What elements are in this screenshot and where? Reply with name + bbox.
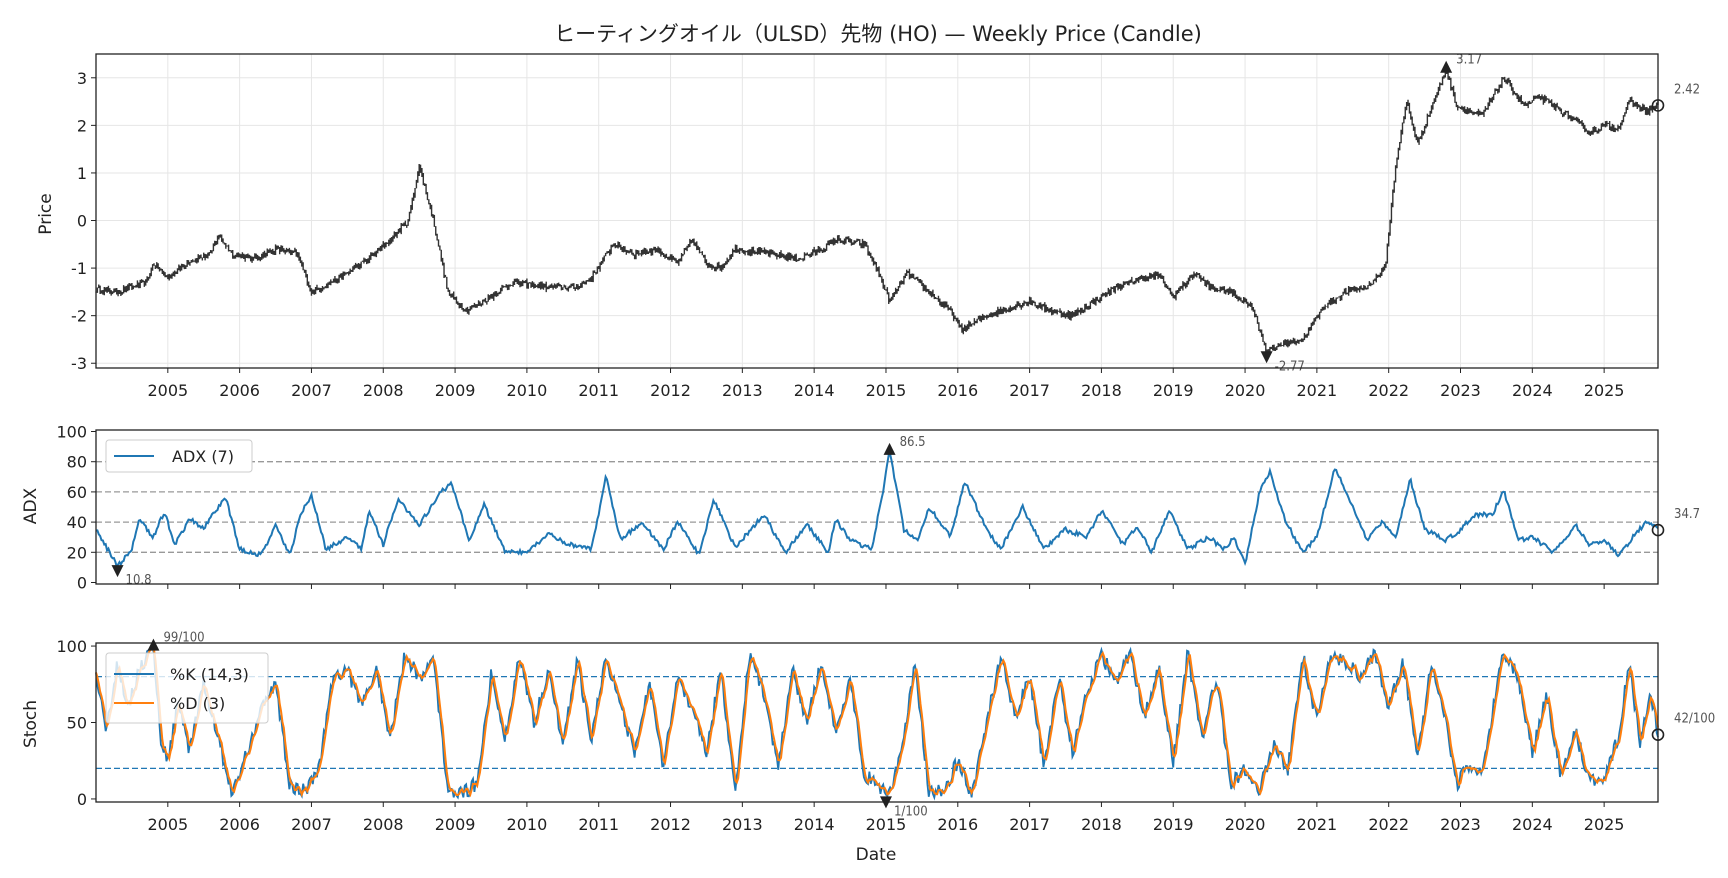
y-tick-label: 100 — [56, 423, 87, 442]
date-axis-label: Date — [856, 845, 897, 865]
x-tick-label: 2017 — [1009, 381, 1050, 400]
max-label: 3.17 — [1456, 53, 1482, 68]
x-tick-label: 2010 — [507, 815, 548, 834]
x-tick-label: 2009 — [435, 381, 476, 400]
adx-panel: 0 20 40 60 80 100 86.5 10.8 34.7 ADX (7) — [56, 423, 1700, 593]
x-tick-label: 2018 — [1081, 815, 1122, 834]
y-tick-label: 50 — [67, 714, 87, 733]
x-tick-label: 2012 — [650, 815, 691, 834]
x-tick-label: 2020 — [1225, 815, 1266, 834]
x-tick-label: 2016 — [937, 381, 978, 400]
x-tick-label: 2015 — [866, 381, 907, 400]
legend-box — [105, 652, 269, 724]
y-tick-label: 2 — [77, 116, 87, 135]
stoch-panel: 0 50 100 2005 2006 2007 2008 2009 2010 2011 2012 20… — [56, 631, 1715, 834]
y-tick-label: 0 — [77, 790, 87, 809]
x-tick-label: 2006 — [219, 381, 260, 400]
min-marker — [111, 565, 124, 578]
x-tick-label: 2023 — [1440, 815, 1481, 834]
x-tick-label: 2021 — [1297, 381, 1338, 400]
y-tick-label: -3 — [71, 354, 87, 373]
x-tick-label: 2012 — [650, 381, 691, 400]
adx-line — [95, 452, 1659, 570]
x-tick-label: 2008 — [363, 381, 404, 400]
min-label: -2.77 — [1275, 359, 1305, 374]
price-candles — [95, 69, 1659, 356]
x-tick-label: 2022 — [1368, 815, 1409, 834]
stoch-legend: %K (14,3) %D (3) — [105, 652, 269, 724]
x-tick-label: 2014 — [794, 815, 835, 834]
x-tick-label: 2024 — [1512, 815, 1553, 834]
y-tick-label: 60 — [67, 483, 87, 502]
max-label: 86.5 — [900, 435, 926, 450]
x-tick-label: 2021 — [1297, 815, 1338, 834]
x-tick-label: 2018 — [1081, 381, 1122, 400]
last-value-label: 42/100 — [1674, 712, 1715, 727]
x-tick-label: 2025 — [1584, 815, 1625, 834]
legend-label-adx: ADX (7) — [172, 447, 234, 466]
chart-title: ヒーティングオイル（ULSD）先物 (HO) — Weekly Price (C… — [554, 22, 1202, 46]
y-tick-label: 0 — [77, 212, 87, 231]
y-tick-label: 100 — [56, 637, 87, 656]
y-tick-label: 80 — [67, 453, 87, 472]
stoch-d-line — [95, 647, 1659, 798]
stoch-axis-label: Stoch — [21, 700, 41, 748]
x-tick-label: 2019 — [1153, 815, 1194, 834]
x-tick-label: 2024 — [1512, 381, 1553, 400]
x-tick-label: 2020 — [1225, 381, 1266, 400]
y-tick-label: -1 — [71, 259, 87, 278]
x-tick-label: 2007 — [291, 815, 332, 834]
min-label: 10.8 — [126, 573, 152, 588]
x-tick-label: 2019 — [1153, 381, 1194, 400]
panel-frame — [95, 53, 1659, 369]
last-value-label: 2.42 — [1674, 82, 1700, 97]
max-marker — [147, 638, 160, 651]
x-tick-label: 2022 — [1368, 381, 1409, 400]
x-tick-label: 2015 — [866, 815, 907, 834]
x-tick-label: 2016 — [937, 815, 978, 834]
y-tick-label: 0 — [77, 573, 87, 592]
max-label: 99/100 — [163, 631, 204, 646]
x-tick-label: 2005 — [147, 815, 188, 834]
price-axis-label: Price — [36, 193, 56, 234]
panel-frame — [95, 429, 1659, 585]
x-tick-label: 2025 — [1584, 381, 1625, 400]
x-tick-label: 2005 — [147, 381, 188, 400]
panel-frame — [95, 642, 1659, 803]
x-tick-label: 2011 — [578, 381, 619, 400]
y-tick-label: 20 — [67, 543, 87, 562]
adx-axis-label: ADX — [21, 487, 41, 524]
x-tick-label: 2008 — [363, 815, 404, 834]
min-label: 1/100 — [894, 804, 928, 819]
x-tick-label: 2010 — [507, 381, 548, 400]
x-tick-label: 2017 — [1009, 815, 1050, 834]
max-marker — [1440, 60, 1453, 73]
x-tick-label: 2014 — [794, 381, 835, 400]
x-tick-label: 2009 — [435, 815, 476, 834]
y-tick-label: 1 — [77, 164, 87, 183]
x-tick-label: 2006 — [219, 815, 260, 834]
y-tick-label: -2 — [71, 307, 87, 326]
last-value-label: 34.7 — [1674, 507, 1700, 522]
x-tick-label: 2013 — [722, 815, 763, 834]
y-tick-label: 40 — [67, 513, 87, 532]
adx-legend: ADX (7) — [105, 439, 253, 473]
legend-label-k: %K (14,3) — [170, 665, 249, 684]
x-tick-label: 2013 — [722, 381, 763, 400]
price-panel: -3 -2 -1 0 1 2 3 2005 2006 2007 2008 2009 2010 2011 20… — [71, 53, 1700, 400]
x-tick-label: 2007 — [291, 381, 332, 400]
max-marker — [883, 442, 896, 455]
x-tick-label: 2011 — [578, 815, 619, 834]
x-tick-label: 2023 — [1440, 381, 1481, 400]
legend-box — [105, 439, 253, 473]
min-marker — [1260, 351, 1273, 364]
legend-label-d: %D (3) — [170, 694, 225, 713]
y-tick-label: 3 — [77, 69, 87, 88]
